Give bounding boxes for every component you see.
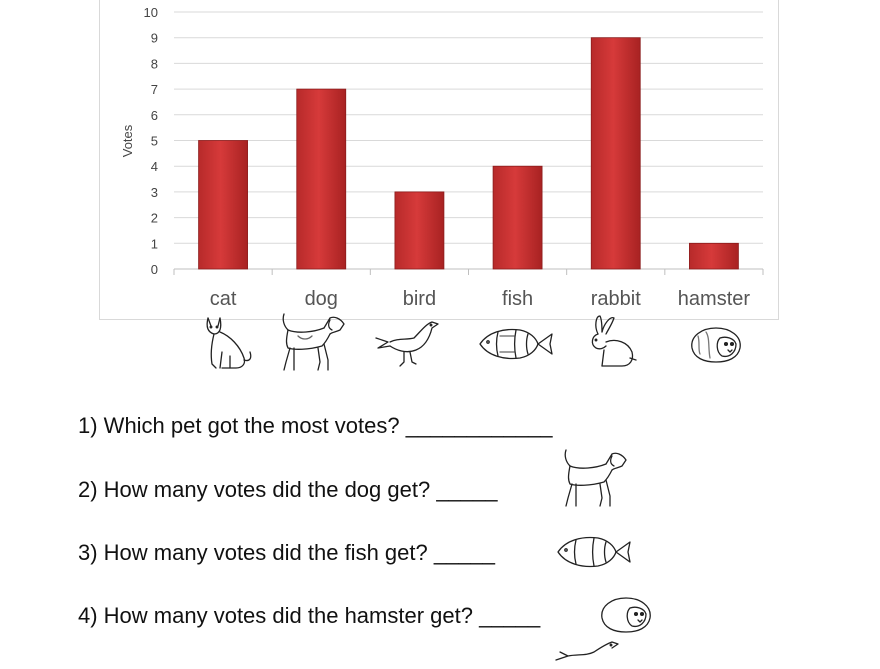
- bar-dog: [296, 88, 347, 270]
- fish-icon: [476, 324, 556, 364]
- y-tick-label-5: 5: [151, 134, 158, 149]
- rabbit-icon: [582, 312, 642, 370]
- bar-chart: 0 1 2 3 4 5 6 7 8 9 10 Votes cat dog bird fish rabbit ham…: [120, 5, 764, 310]
- bird-icon: [374, 316, 442, 372]
- question-2: 2) How many votes did the dog get? _____: [78, 477, 498, 502]
- y-tick-label-9: 9: [151, 31, 158, 46]
- x-tick-label-cat: cat: [210, 288, 237, 310]
- x-tick-label-fish: fish: [502, 288, 533, 310]
- y-tick-label-2: 2: [151, 211, 158, 226]
- bar-hamster: [689, 242, 739, 270]
- bar-rabbit: [590, 37, 641, 270]
- question-4: 4) How many votes did the hamster get? _…: [78, 603, 541, 628]
- y-tick-label-0: 0: [151, 262, 158, 277]
- dog-icon: [278, 310, 348, 376]
- question-4-hamster-icon: [596, 594, 656, 634]
- question-2-dog-icon: [560, 446, 630, 512]
- chart-frame: [99, 0, 779, 320]
- x-tick-label-rabbit: rabbit: [591, 288, 641, 310]
- y-tick-label-10: 10: [144, 5, 158, 20]
- question-3: 3) How many votes did the fish get? ____…: [78, 540, 496, 565]
- question-3-fish-icon: [554, 532, 634, 572]
- question-1: 1) Which pet got the most votes? _______…: [78, 413, 553, 438]
- bar-bird: [394, 191, 445, 270]
- y-tick-label-8: 8: [151, 56, 158, 71]
- y-tick-label-4: 4: [151, 159, 158, 174]
- y-tick-label-6: 6: [151, 108, 158, 123]
- y-axis-label: Votes: [120, 124, 135, 157]
- x-tick-label-dog: dog: [305, 288, 338, 310]
- x-tick-label-hamster: hamster: [678, 288, 751, 310]
- cat-icon: [200, 312, 256, 372]
- bar-fish: [492, 165, 543, 270]
- y-tick-label-7: 7: [151, 82, 158, 97]
- x-tick-label-bird: bird: [403, 288, 436, 310]
- bar-cat: [198, 140, 248, 270]
- hamster-icon: [686, 324, 746, 364]
- y-tick-label-3: 3: [151, 185, 158, 200]
- bird-icon-partial: [552, 640, 622, 664]
- y-tick-label-1: 1: [151, 236, 158, 251]
